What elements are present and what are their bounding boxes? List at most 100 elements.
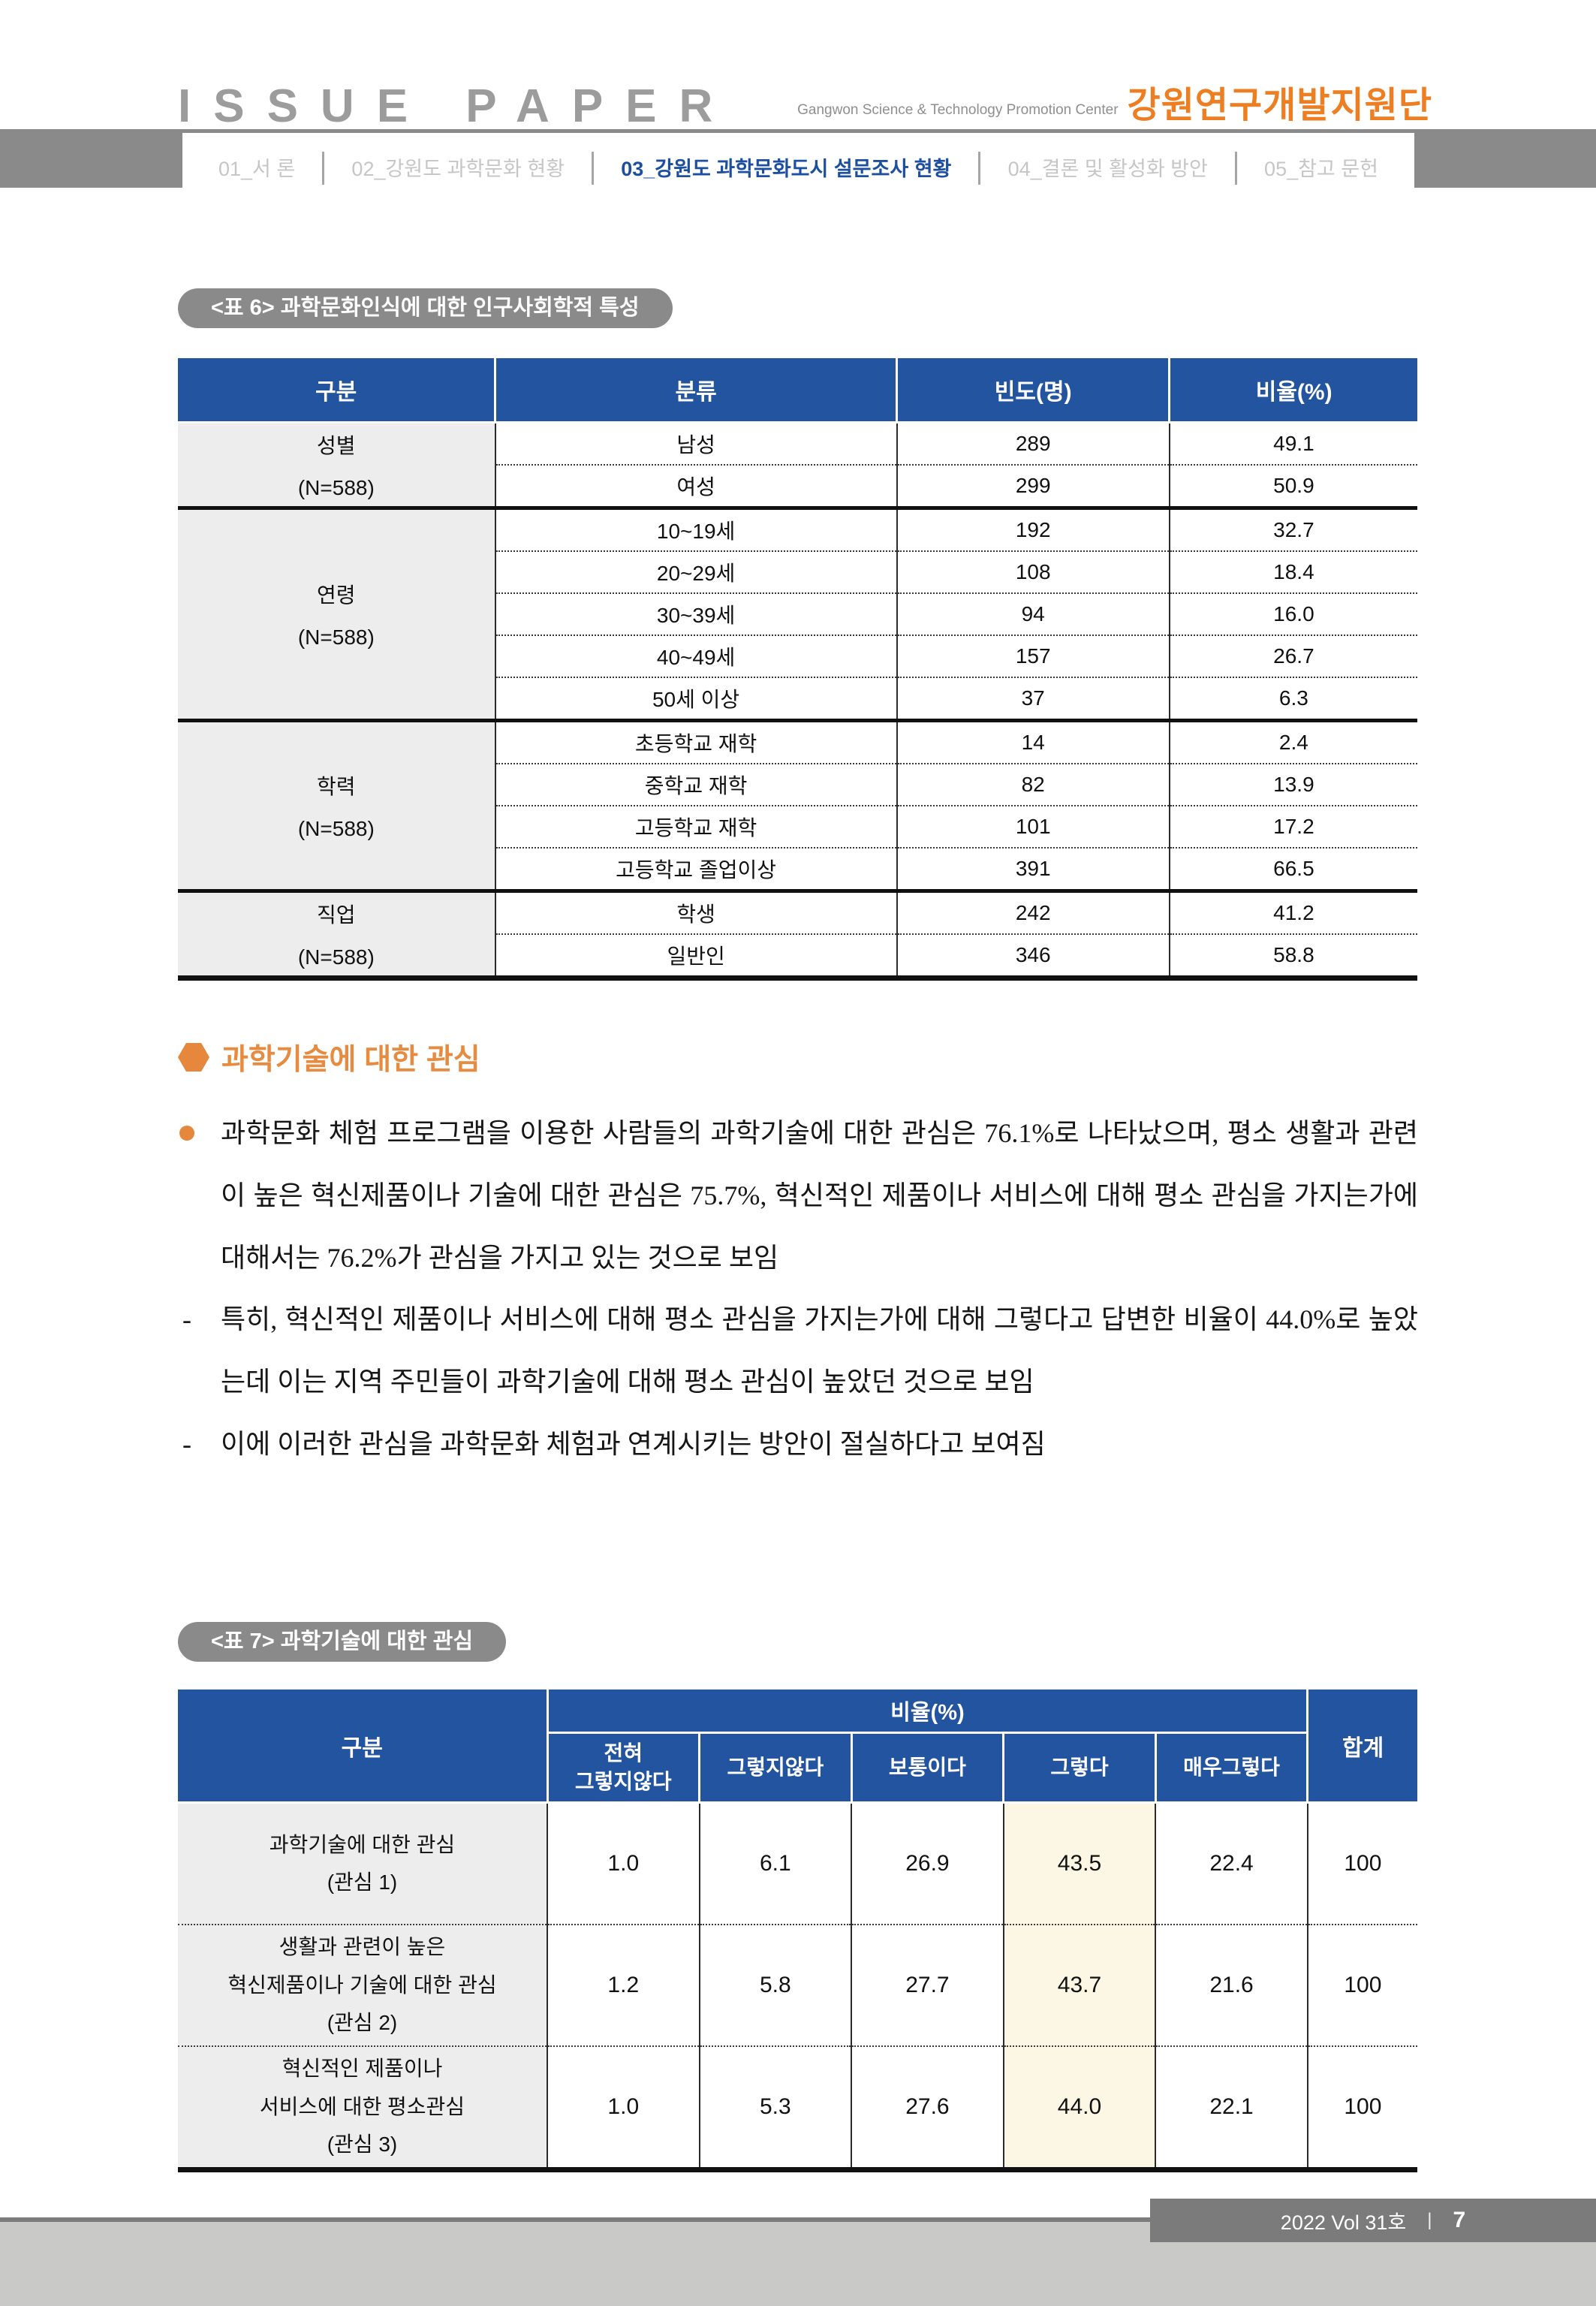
- data-cell: 346: [896, 933, 1170, 978]
- data-cell: 2.4: [1168, 719, 1417, 764]
- footer-page-number: 7: [1453, 2208, 1466, 2232]
- group-n: (N=588): [297, 817, 375, 840]
- data-cell: 242: [896, 889, 1170, 934]
- column-subheader: 전혀 그렇지않다: [546, 1732, 700, 1804]
- group-label: 학력: [317, 775, 356, 798]
- footer-rule: [0, 2217, 1150, 2222]
- table-row: 중학교 재학 82 13.9: [178, 763, 1417, 806]
- data-cell: 22.4: [1155, 1802, 1308, 1925]
- table-row: 혁신적인 제품이나 서비스에 대한 평소관심 (관심 3) 1.0 5.3 27…: [178, 2045, 1417, 2170]
- data-cell: 41.2: [1168, 889, 1417, 934]
- table-row: 고등학교 재학 101 17.2: [178, 805, 1417, 848]
- table-row: 직업 (N=588) 학생 242 41.2: [178, 889, 1417, 978]
- table-header-row: 구분 분류 빈도(명) 비율(%): [178, 358, 1417, 424]
- paragraph-text: 특히, 혁신적인 제품이나 서비스에 대해 평소 관심을 가지는가에 대해 그렇…: [221, 1304, 1418, 1397]
- nav-tab-03-survey[interactable]: 03_강원도 과학문화도시 설문조사 현황: [621, 158, 952, 180]
- data-cell: 82: [896, 763, 1170, 806]
- body-paragraph: - 특히, 혁신적인 제품이나 서비스에 대해 평소 관심을 가지는가에 대해 …: [178, 1289, 1418, 1413]
- paragraph-text: 과학문화 체험 프로그램을 이용한 사람들의 과학기술에 대한 관심은 76.1…: [221, 1118, 1418, 1273]
- table-row: 일반인 346 58.8: [178, 933, 1417, 978]
- nav-tab-05-references[interactable]: 05_참고 문헌: [1264, 158, 1378, 180]
- data-cell: 50세 이상: [494, 677, 897, 721]
- data-cell: 1.0: [547, 1802, 700, 1925]
- demographics-table: 구분 분류 빈도(명) 비율(%) 성별 (N=588) 남성 289 49.1…: [178, 358, 1417, 981]
- column-subheader: 보통이다: [850, 1732, 1004, 1804]
- org-name-korean: 강원연구개발지원단: [1127, 86, 1432, 125]
- data-cell: 10~19세: [494, 506, 897, 551]
- data-cell: 고등학교 재학: [494, 805, 897, 848]
- data-cell: 6.1: [698, 1802, 852, 1925]
- table6-caption-badge: <표 6> 과학문화인식에 대한 인구사회학적 특성: [178, 288, 673, 328]
- data-cell: 초등학교 재학: [494, 719, 897, 764]
- body-paragraph: - 이에 이러한 관심을 과학문화 체험과 연계시키는 방안이 절실하다고 보여…: [178, 1413, 1418, 1476]
- section-bullet-icon: [178, 1043, 209, 1072]
- data-cell: 26.9: [851, 1802, 1004, 1925]
- group-label-cell: 직업 (N=588): [178, 889, 496, 978]
- tab-divider: [978, 152, 981, 185]
- data-cell: 26.7: [1168, 635, 1417, 677]
- column-header: 구분: [178, 1690, 549, 1804]
- data-cell: 14: [896, 719, 1170, 764]
- group-n: (N=588): [297, 476, 375, 499]
- highlighted-data-cell: 43.5: [1002, 1802, 1156, 1925]
- table-row: 과학기술에 대한 관심 (관심 1) 1.0 6.1 26.9 43.5 22.…: [178, 1802, 1417, 1925]
- data-cell: 여성: [494, 464, 897, 508]
- issue-paper-logo: ISSUE PAPER: [178, 80, 736, 132]
- nav-tab-04-conclusion[interactable]: 04_결론 및 활성화 방안: [1007, 158, 1208, 180]
- table-header-row: 구분 비율(%) 합계: [178, 1690, 1417, 1804]
- brand-right: Gangwon Science & Technology Promotion C…: [797, 75, 1432, 128]
- table-row: 생활과 관련이 높은 혁신제품이나 기술에 대한 관심 (관심 2) 1.2 5…: [178, 1924, 1417, 2046]
- table-row: 여성 299 50.9: [178, 464, 1417, 508]
- footer-page-box: 2022 Vol 31호 | 7: [1150, 2199, 1596, 2242]
- data-cell: 37: [896, 677, 1170, 721]
- table-row: 연령 (N=588) 10~19세 192 32.7: [178, 506, 1417, 721]
- group-label-cell: 성별 (N=588): [178, 422, 496, 508]
- interest-survey-table: 구분 비율(%) 합계 전혀 그렇지않다 그렇지않다 보통이다 그렇다 매우그렇…: [178, 1690, 1417, 2172]
- data-cell: 66.5: [1168, 847, 1417, 891]
- column-header: 구분: [178, 358, 495, 424]
- data-cell: 40~49세: [494, 635, 897, 677]
- column-header: 분류: [494, 358, 897, 424]
- data-cell: 100: [1306, 2045, 1417, 2170]
- table-subheader-row: 전혀 그렇지않다 그렇지않다 보통이다 그렇다 매우그렇다: [178, 1732, 1417, 1804]
- group-n: (N=588): [297, 945, 375, 969]
- data-cell: 고등학교 졸업이상: [494, 847, 897, 891]
- data-cell: 100: [1306, 1924, 1417, 2046]
- table-row: 성별 (N=588) 남성 289 49.1: [178, 422, 1417, 508]
- tab-divider: [322, 152, 325, 185]
- nav-tabs: 01_서 론 02_강원도 과학문화 현황 03_강원도 과학문화도시 설문조사…: [182, 133, 1414, 228]
- org-name-english: Gangwon Science & Technology Promotion C…: [797, 102, 1119, 118]
- row-label-cell: 생활과 관련이 높은 혁신제품이나 기술에 대한 관심 (관심 2): [178, 1924, 547, 2046]
- data-cell: 100: [1306, 1802, 1417, 1925]
- body-paragraph: 과학문화 체험 프로그램을 이용한 사람들의 과학기술에 대한 관심은 76.1…: [178, 1102, 1418, 1289]
- data-cell: 108: [896, 550, 1170, 593]
- highlighted-data-cell: 43.7: [1002, 1924, 1156, 2046]
- data-cell: 49.1: [1168, 422, 1417, 465]
- data-cell: 13.9: [1168, 763, 1417, 806]
- table-row: 학력 (N=588) 초등학교 재학 14 2.4: [178, 719, 1417, 891]
- section-heading: 과학기술에 대한 관심: [178, 1036, 480, 1078]
- data-cell: 101: [896, 805, 1170, 848]
- dash-marker: -: [182, 1304, 191, 1335]
- column-subheader: 그렇지않다: [698, 1732, 852, 1804]
- row-label-cell: 혁신적인 제품이나 서비스에 대한 평소관심 (관심 3): [178, 2045, 547, 2170]
- table-row: 30~39세 94 16.0: [178, 592, 1417, 635]
- group-label: 성별: [317, 434, 356, 457]
- nav-tab-01-intro[interactable]: 01_서 론: [218, 158, 296, 180]
- data-cell: 5.3: [698, 2045, 852, 2170]
- nav-tab-02-status[interactable]: 02_강원도 과학문화 현황: [351, 158, 565, 180]
- data-cell: 17.2: [1168, 805, 1417, 848]
- data-cell: 391: [896, 847, 1170, 891]
- data-cell: 32.7: [1168, 506, 1417, 551]
- body-text: 과학문화 체험 프로그램을 이용한 사람들의 과학기술에 대한 관심은 76.1…: [178, 1102, 1418, 1476]
- column-header: 빈도(명): [896, 358, 1170, 424]
- row-label-cell: 과학기술에 대한 관심 (관심 1): [178, 1802, 547, 1925]
- table-row: 고등학교 졸업이상 391 66.5: [178, 847, 1417, 891]
- data-cell: 학생: [494, 889, 897, 934]
- section-title: 과학기술에 대한 관심: [221, 1044, 480, 1076]
- tab-divider: [1234, 152, 1237, 185]
- data-cell: 289: [896, 422, 1170, 465]
- data-cell: 일반인: [494, 933, 897, 978]
- footer-separator: |: [1427, 2210, 1432, 2230]
